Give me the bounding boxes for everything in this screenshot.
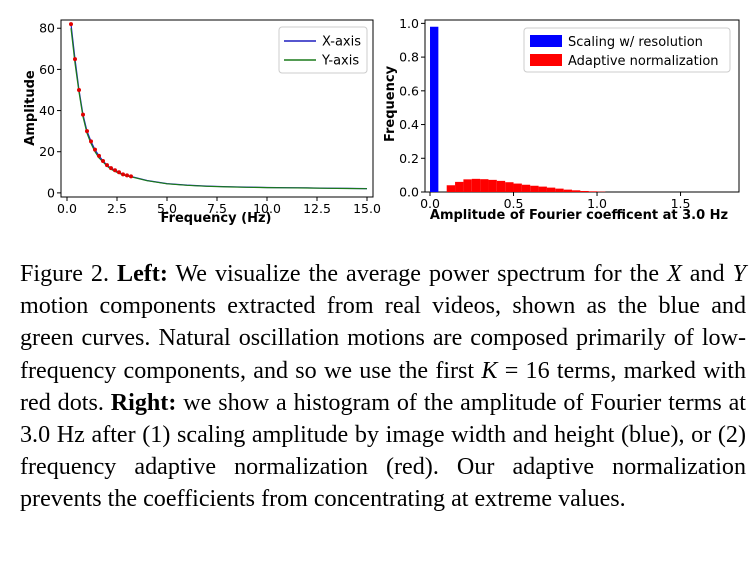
left-x-tick-label: 0.0 xyxy=(57,201,77,216)
caption-left-text-3: = 16 terms, marked with red dots. xyxy=(20,357,746,416)
legend-label-adaptive: Adaptive normalization xyxy=(568,54,719,69)
red-histogram-bar xyxy=(530,185,539,192)
right-x-tick-label: 0.5 xyxy=(504,196,524,211)
red-dot-marker xyxy=(101,158,105,163)
right-y-tick-label: 0.8 xyxy=(399,50,419,65)
left-y-tick-label: 60 xyxy=(39,62,55,77)
right-y-tick-label: 0.6 xyxy=(399,83,419,98)
red-dot-marker xyxy=(97,153,101,158)
red-dot-marker xyxy=(93,147,97,152)
red-histogram-bar xyxy=(538,186,547,192)
left-x-tick-label: 12.5 xyxy=(303,201,331,216)
caption-var-y: Y xyxy=(732,261,747,287)
y-axis-line xyxy=(70,28,368,190)
red-dot-marker xyxy=(89,139,93,144)
red-dot-marker xyxy=(113,168,117,173)
left-y-tick-label: 40 xyxy=(39,103,55,118)
right-x-axis-label: Amplitude of Fourier coefficent at 3.0 H… xyxy=(430,208,728,223)
left-x-tick-label: 10.0 xyxy=(253,201,281,216)
red-dot-marker xyxy=(109,166,113,171)
red-histogram-bar xyxy=(521,184,531,192)
left-x-tick-label: 2.5 xyxy=(107,201,127,216)
red-histogram-bar xyxy=(488,179,497,192)
right-y-axis-label: Frequency xyxy=(383,65,398,142)
left-y-tick-label: 80 xyxy=(39,21,55,36)
caption-left-text-1: We visualize the average power spectrum … xyxy=(175,261,660,287)
legend-swatch-scaling xyxy=(530,35,562,47)
legend-label-scaling: Scaling w/ resolution xyxy=(568,35,703,50)
caption-var-k: K xyxy=(481,357,498,384)
legend-label-y-axis: Y-axis xyxy=(321,54,359,69)
right-legend-box xyxy=(523,27,731,73)
red-histogram-bar xyxy=(571,190,581,192)
right-y-tick-label: 0.0 xyxy=(399,185,419,200)
red-histogram-bar xyxy=(471,178,481,192)
left-x-axis-label: Frequency (Hz) xyxy=(161,211,272,226)
right-y-tick-label: 1.0 xyxy=(399,16,419,31)
left-legend: X-axis Y-axis xyxy=(278,26,368,74)
right-y-tick-label: 0.2 xyxy=(399,151,419,166)
red-histogram-bar xyxy=(463,179,472,192)
red-dot-marker xyxy=(105,163,109,168)
red-dot-marker xyxy=(69,22,73,27)
left-x-tick-label: 5.0 xyxy=(157,201,177,216)
red-histogram-bar xyxy=(505,182,514,192)
red-histogram-bar xyxy=(496,180,506,192)
red-dot-marker xyxy=(77,87,81,92)
red-histogram-bar xyxy=(480,179,489,192)
left-chart: 0.0 2.5 5.0 7.5 10.0 12.5 15.0 0 20 40 60 80 Frequ… xyxy=(23,19,381,226)
red-dot-marker xyxy=(129,174,133,179)
caption-figure-label: Figure 2. xyxy=(20,261,109,287)
left-legend-box xyxy=(278,26,368,74)
caption-and: and xyxy=(689,261,725,287)
right-x-tick-label: 1.0 xyxy=(587,196,607,211)
legend-swatch-adaptive xyxy=(530,54,562,66)
left-x-tick-label: 15.0 xyxy=(353,201,381,216)
red-dot-marker xyxy=(85,129,89,134)
red-dot-marker xyxy=(73,57,77,62)
red-histogram-bar xyxy=(563,189,572,192)
legend-label-x-axis: X-axis xyxy=(322,35,361,50)
red-histogram-bar xyxy=(546,187,556,192)
red-histogram-bar xyxy=(555,188,564,192)
figure-2: 0.0 2.5 5.0 7.5 10.0 12.5 15.0 0 20 40 60 80 Frequ… xyxy=(23,16,740,226)
right-x-tick-label: 0.0 xyxy=(420,196,440,211)
red-histogram-bar xyxy=(580,190,589,192)
caption-right-label: Right: xyxy=(110,389,177,416)
red-dot-marker xyxy=(121,172,125,177)
red-dot-marker xyxy=(125,173,129,178)
figure-caption: Figure 2. Left: We visualize the average… xyxy=(20,258,746,516)
caption-left-text-2: motion components extracted from real vi… xyxy=(20,293,746,384)
right-y-tick-label: 0.4 xyxy=(399,117,419,132)
right-legend: Scaling w/ resolution Adaptive normaliza… xyxy=(523,27,731,73)
caption-left-label: Left: xyxy=(117,261,168,287)
left-y-tick-label: 0 xyxy=(47,185,55,200)
red-dot-marker xyxy=(81,112,85,117)
blue-histogram-bar xyxy=(430,26,439,192)
red-histogram-bar xyxy=(455,181,464,192)
right-x-tick-label: 1.5 xyxy=(671,196,691,211)
red-dot-marker xyxy=(117,170,121,175)
red-histogram-bar xyxy=(446,185,456,192)
left-y-axis-label: Amplitude xyxy=(23,70,38,146)
caption-right-text: we show a histogram of the amplitude of … xyxy=(20,389,747,513)
red-histogram-bar xyxy=(588,191,598,192)
left-y-tick-label: 20 xyxy=(39,144,55,159)
red-histogram-bar xyxy=(513,183,522,192)
caption-var-x: X xyxy=(667,261,682,287)
right-chart: 0.0 0.5 1.0 1.5 0.0 0.2 0.4 0.6 0.8 1.0 Amplitud… xyxy=(383,16,740,223)
left-x-tick-label: 7.5 xyxy=(207,201,227,216)
